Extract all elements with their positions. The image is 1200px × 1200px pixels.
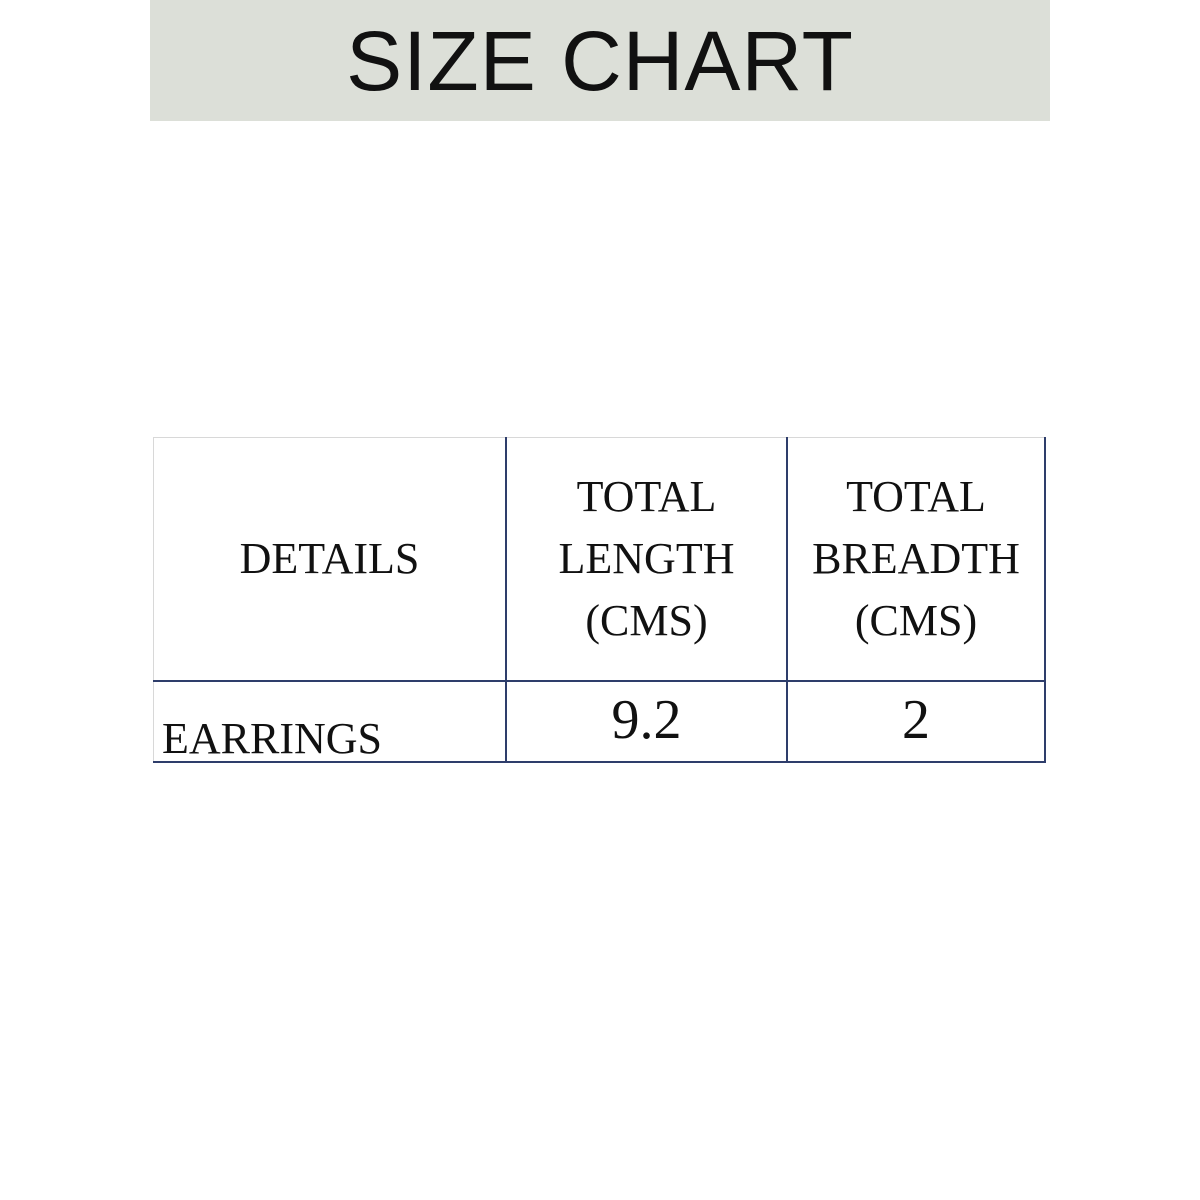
page-title: SIZE CHART [346, 13, 854, 108]
header-line: BREADTH [812, 534, 1020, 583]
header-row: DETAILS TOTAL LENGTH (CMS) TOTAL BREADTH… [153, 437, 1046, 682]
header-total-breadth: TOTAL BREADTH (CMS) [786, 437, 1046, 682]
table-row: EARRINGS 9.2 2 [153, 680, 1046, 763]
header-line: LENGTH [558, 534, 735, 583]
header-line: (CMS) [854, 596, 978, 645]
header-line: DETAILS [239, 534, 420, 583]
header-total-length: TOTAL LENGTH (CMS) [505, 437, 788, 682]
title-banner: SIZE CHART [150, 0, 1050, 121]
header-line: TOTAL [846, 472, 986, 521]
header-details: DETAILS [153, 437, 507, 682]
header-line: (CMS) [585, 596, 708, 645]
header-line: TOTAL [576, 472, 717, 521]
cell-total-breadth: 2 [786, 680, 1046, 763]
cell-total-length: 9.2 [505, 680, 788, 763]
size-chart-table: DETAILS TOTAL LENGTH (CMS) TOTAL BREADTH… [153, 437, 1046, 763]
cell-details: EARRINGS [153, 680, 507, 763]
